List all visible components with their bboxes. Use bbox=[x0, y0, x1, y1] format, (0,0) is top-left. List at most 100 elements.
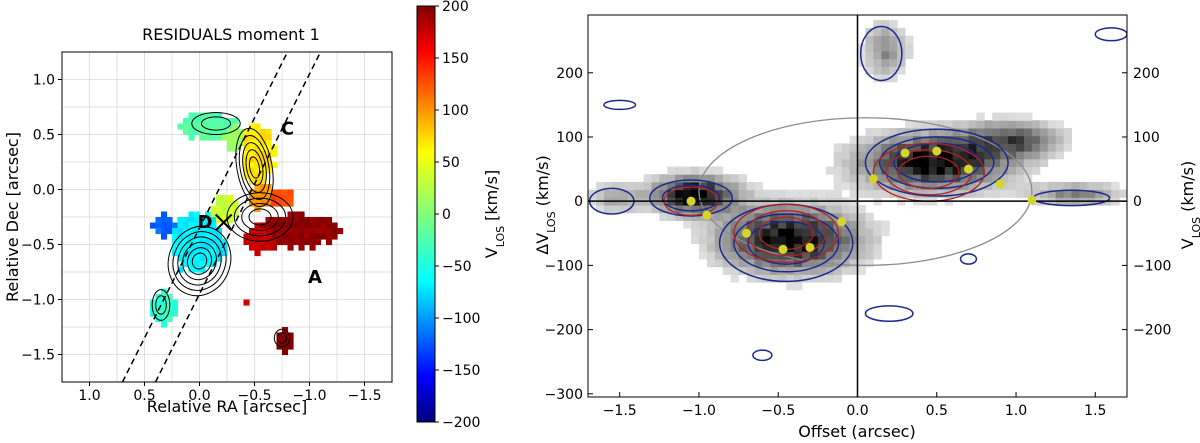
pv-pixel bbox=[1008, 166, 1017, 175]
pv-pixel bbox=[802, 274, 811, 283]
pv-pixel bbox=[1000, 189, 1009, 198]
velocity-pixel bbox=[232, 145, 239, 152]
pv-pixel bbox=[691, 212, 700, 221]
pv-pixel bbox=[905, 120, 914, 129]
velocity-pixel bbox=[155, 217, 162, 224]
velocity-pixel bbox=[188, 118, 195, 125]
flux-contour bbox=[177, 236, 222, 286]
velocity-pixel bbox=[210, 222, 217, 229]
velocity-pixel bbox=[216, 200, 223, 207]
pv-pixel bbox=[762, 228, 771, 237]
pv-pixel bbox=[754, 189, 763, 198]
pv-pixel bbox=[746, 235, 755, 245]
pv-pixel bbox=[952, 181, 962, 191]
pv-pixel bbox=[1016, 112, 1025, 121]
velocity-pixel bbox=[199, 217, 206, 224]
velocity-pixel bbox=[254, 239, 261, 246]
velocity-pixel bbox=[265, 151, 272, 158]
pv-pixel bbox=[643, 189, 652, 198]
right-y2-ticks: 200 100 0 −100 −200 bbox=[1122, 66, 1171, 339]
velocity-pixel bbox=[265, 134, 272, 141]
pv-pixel bbox=[976, 158, 985, 168]
velocity-pixel bbox=[194, 244, 201, 251]
pv-pixel bbox=[936, 181, 946, 191]
pv-pixel bbox=[897, 135, 906, 144]
pv-pixel bbox=[992, 166, 1001, 175]
pv-pixel bbox=[1063, 135, 1073, 144]
velocity-pixel bbox=[194, 250, 201, 257]
pv-pixel bbox=[928, 143, 938, 152]
velocity-pixel bbox=[177, 217, 184, 224]
velocity-pixel bbox=[216, 217, 223, 224]
y-tick-label: 200 bbox=[556, 66, 583, 82]
velocity-pixel bbox=[243, 134, 250, 141]
pv-pixel bbox=[865, 243, 874, 252]
pv-pixel bbox=[936, 143, 946, 152]
pv-pixel bbox=[722, 251, 732, 260]
red-contour bbox=[898, 155, 960, 189]
pv-pixel bbox=[889, 127, 898, 137]
pv-pixel bbox=[762, 243, 771, 252]
velocity-pixel bbox=[232, 129, 239, 136]
pv-pixel bbox=[738, 174, 748, 183]
pv-pixel bbox=[992, 189, 1001, 198]
pv-pixel bbox=[698, 228, 708, 237]
pv-pixel bbox=[833, 220, 843, 229]
pv-pixel bbox=[706, 205, 716, 214]
pv-pixel bbox=[833, 166, 843, 175]
pv-pixel bbox=[1047, 189, 1057, 198]
x-tick-label: −0.5 bbox=[238, 388, 272, 404]
velocity-pixel bbox=[177, 255, 184, 262]
y2-tick-label: −200 bbox=[1133, 323, 1171, 339]
pv-pixel bbox=[968, 127, 977, 137]
velocity-pixel bbox=[254, 222, 261, 229]
pv-pixel bbox=[786, 189, 795, 198]
velocity-pixel bbox=[216, 250, 223, 257]
pv-pixel bbox=[722, 212, 732, 221]
velocity-pixel bbox=[205, 217, 212, 224]
pv-pixel bbox=[976, 120, 985, 129]
velocity-pixel bbox=[161, 310, 168, 317]
colorbar-tick-label: −150 bbox=[442, 363, 480, 379]
pv-pixel bbox=[897, 189, 906, 198]
velocity-pixel bbox=[205, 123, 212, 130]
pv-pixel bbox=[691, 181, 700, 191]
velocity-pixel bbox=[254, 140, 261, 147]
velocity-pixel bbox=[260, 239, 267, 246]
pv-pixel bbox=[928, 151, 938, 160]
y-tick-label: −200 bbox=[545, 323, 583, 339]
velocity-pixel bbox=[150, 222, 157, 229]
pv-pixel bbox=[889, 174, 898, 183]
pv-pixel bbox=[889, 143, 898, 152]
pv-pixel bbox=[1008, 189, 1017, 198]
pv-pixel bbox=[714, 228, 724, 237]
pv-pixel bbox=[889, 58, 898, 67]
pv-pixel bbox=[746, 181, 755, 191]
pv-pixel bbox=[944, 120, 954, 129]
pv-pixel bbox=[1039, 135, 1049, 144]
pv-pixel bbox=[1023, 112, 1033, 121]
velocity-pixel bbox=[276, 332, 283, 339]
pv-pixel bbox=[809, 258, 819, 268]
pv-point bbox=[1027, 195, 1037, 205]
pv-pixel bbox=[825, 274, 835, 283]
x-tick-label: 1.0 bbox=[78, 388, 100, 404]
pv-pixel bbox=[667, 174, 676, 183]
pv-pixel bbox=[651, 189, 660, 198]
velocity-pixel bbox=[161, 217, 168, 224]
y-tick-label: −1.0 bbox=[21, 293, 55, 309]
velocity-pixel bbox=[188, 266, 195, 273]
pv-pixel bbox=[912, 120, 922, 129]
velocity-pixel bbox=[282, 189, 289, 196]
velocity-pixel bbox=[276, 228, 283, 235]
x-tick-label: 0.5 bbox=[133, 388, 155, 404]
pv-pixel bbox=[833, 151, 843, 160]
pv-pixel bbox=[1000, 112, 1009, 121]
pv-pixel bbox=[802, 251, 811, 260]
velocity-pixel bbox=[188, 134, 195, 141]
velocity-pixel bbox=[194, 211, 201, 218]
pv-pixel bbox=[706, 235, 716, 245]
pv-pixel bbox=[881, 127, 890, 137]
pv-pixel bbox=[865, 212, 874, 221]
velocity-pixel bbox=[177, 244, 184, 251]
